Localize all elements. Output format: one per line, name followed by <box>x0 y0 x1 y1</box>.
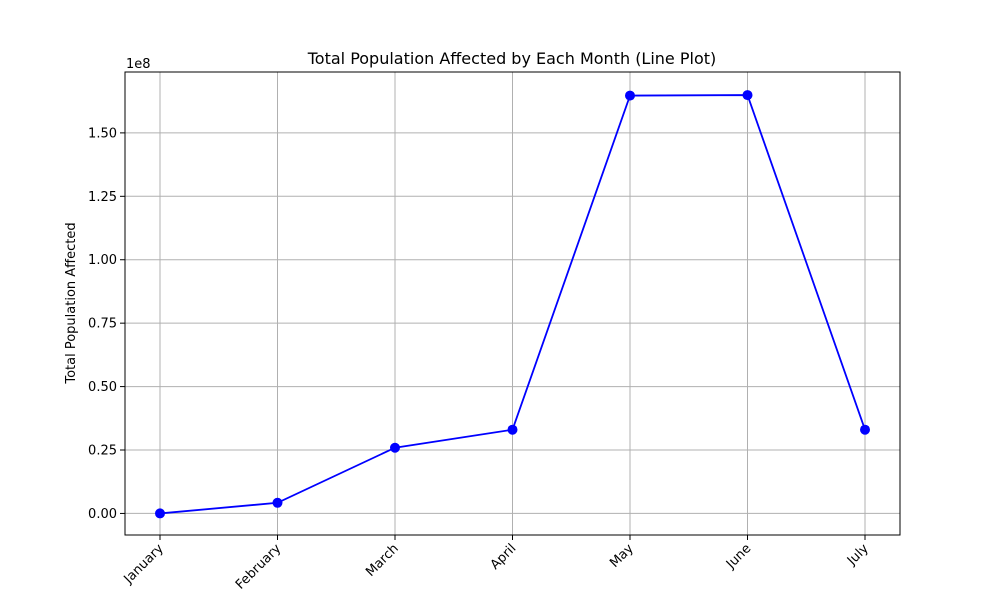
axes <box>120 71 901 540</box>
y-tick-label: 0.25 <box>88 444 117 459</box>
chart-title: Total Population Affected by Each Month … <box>307 49 717 68</box>
data-point <box>742 90 753 101</box>
data-point <box>860 424 870 435</box>
plot-frame <box>124 71 901 536</box>
y-axis-offset-label: 1e8 <box>126 57 151 72</box>
data-point <box>272 497 283 508</box>
y-tick-label: 0.50 <box>88 380 117 395</box>
data-series <box>155 90 870 519</box>
data-point <box>625 90 635 101</box>
y-tick-label: 0.00 <box>88 507 117 522</box>
y-tick-label: 1.50 <box>88 126 117 141</box>
grid <box>125 72 900 535</box>
data-point <box>390 442 400 453</box>
y-tick-label: 0.75 <box>88 317 117 332</box>
y-axis-label: Total Population Affected <box>64 222 79 384</box>
data-point <box>507 424 518 435</box>
data-point <box>155 508 165 519</box>
y-tick-label: 1.25 <box>88 190 117 205</box>
y-tick-label: 1.00 <box>88 253 117 268</box>
